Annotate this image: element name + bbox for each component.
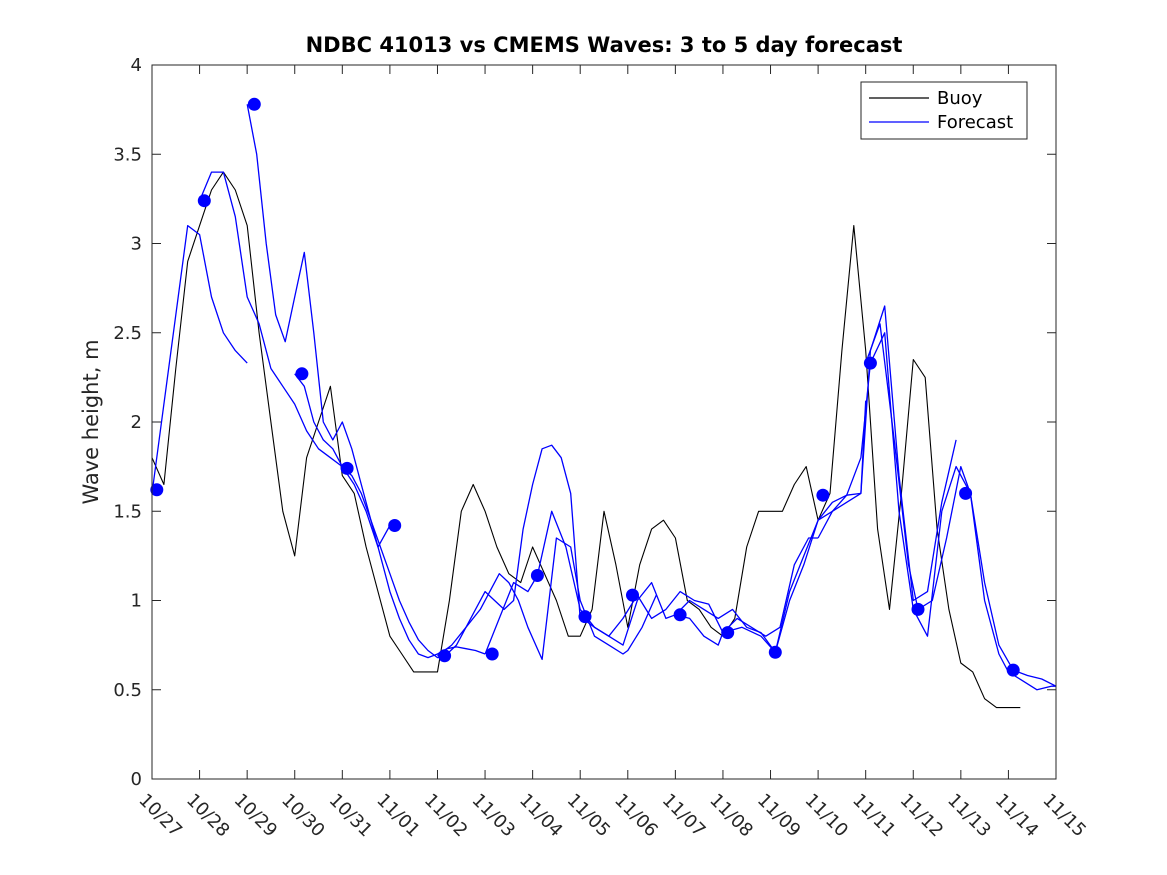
marker-layer: [150, 97, 1020, 677]
forecast-start-marker-14: [768, 645, 782, 659]
forecast-start-marker-18: [959, 486, 973, 500]
forecast-start-marker-16: [863, 356, 877, 370]
y-tick-label-5: 2.5: [113, 323, 142, 344]
y-axis-label: Wave height, m: [79, 339, 103, 504]
y-tick-label-7: 3.5: [113, 144, 142, 165]
forecast-start-marker-19: [1006, 663, 1020, 677]
forecast-start-marker-6: [388, 519, 402, 532]
y-tick-label-4: 2: [131, 412, 142, 433]
y-tick-label-6: 3: [131, 234, 142, 255]
forecast-start-marker-8: [485, 647, 499, 661]
forecast-start-marker-4: [295, 367, 309, 381]
forecast-start-marker-11: [626, 588, 639, 602]
forecast-start-marker-15: [816, 488, 830, 502]
y-tick-label-8: 4: [131, 55, 142, 76]
forecast-start-marker-1: [150, 483, 164, 497]
legend-label-forecast: Forecast: [937, 112, 1013, 133]
chart-title: NDBC 41013 vs CMEMS Waves: 3 to 5 day fo…: [306, 33, 903, 57]
y-tick-label-0: 0: [131, 769, 142, 790]
plot-area: [152, 65, 1056, 779]
legend-box: [860, 81, 1028, 140]
series-layer: [151, 104, 1057, 709]
forecast-start-marker-10: [578, 610, 592, 624]
y-tick-label-1: 0.5: [113, 680, 142, 701]
series-line-forecast-run-5: [437, 537, 657, 661]
legend: Buoy Forecast: [860, 81, 1028, 140]
forecast-start-marker-7: [438, 649, 452, 663]
series-line-forecast-run-10: [817, 332, 1056, 691]
legend-label-buoy: Buoy: [937, 88, 983, 109]
forecast-start-marker-5: [340, 461, 354, 475]
forecast-start-marker-2: [197, 194, 211, 208]
y-tick-labels: 0 0.5 1 1.5 2 2.5 3 3.5 4: [113, 55, 142, 790]
forecast-start-marker-17: [911, 602, 925, 616]
y-tick-label-2: 1: [131, 591, 142, 612]
series-line-forecast-run-2: [198, 171, 391, 548]
forecast-start-marker-3: [247, 97, 261, 111]
series-line-forecast-run-1: [151, 224, 248, 494]
forecast-start-marker-13: [721, 626, 735, 640]
forecast-start-marker-9: [530, 569, 544, 582]
series-line-forecast-run-7: [579, 537, 819, 637]
forecast-start-marker-12: [673, 608, 687, 622]
y-tick-label-3: 1.5: [113, 501, 142, 522]
series-line-forecast-run-11: [865, 323, 1057, 687]
tick-layer: [151, 64, 1057, 780]
